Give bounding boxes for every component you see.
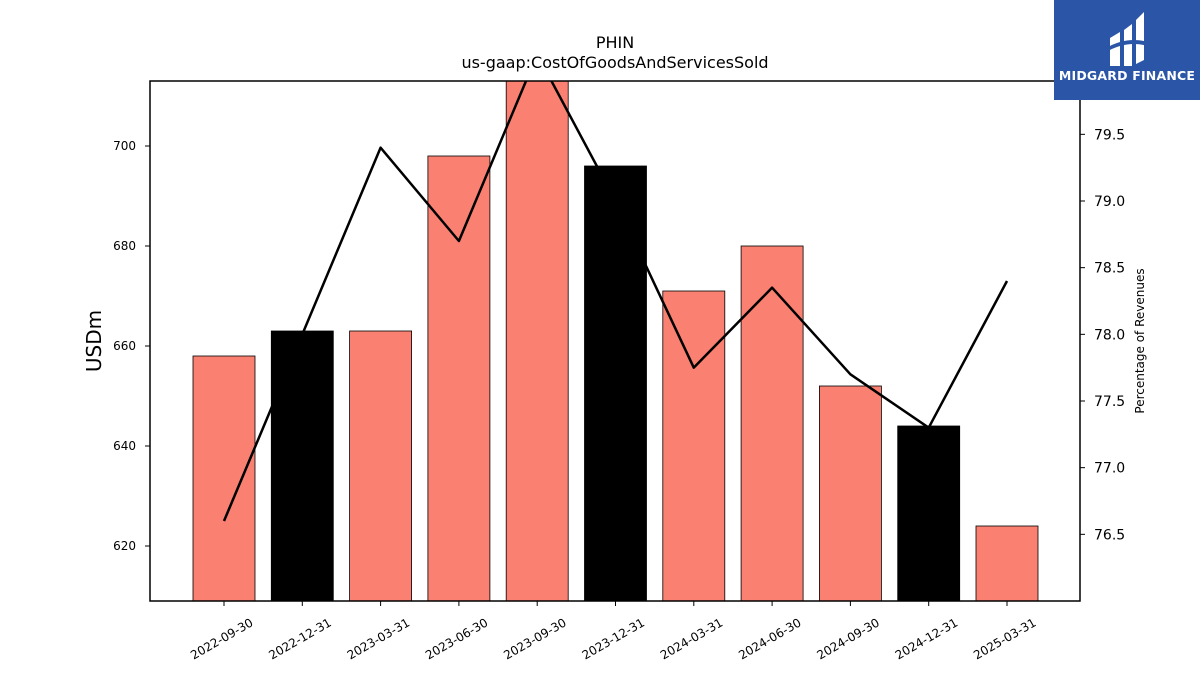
- y2-tick-label: 79.0: [1094, 194, 1125, 210]
- x-tick-label: 2023-03-31: [345, 615, 412, 662]
- x-tick-label: 2025-03-31: [971, 615, 1038, 662]
- y2-tick-label: 79.5: [1094, 127, 1125, 143]
- y-axis-label: USDm: [82, 310, 106, 372]
- revenue-percentage-line: [222, 81, 1009, 522]
- midgard-finance-logo: MIDGARD FINANCE: [1054, 0, 1200, 100]
- y2-tick-label: 78.0: [1094, 327, 1125, 343]
- x-tick-label: 2023-12-31: [580, 615, 647, 662]
- x-tick-label: 2023-09-30: [501, 615, 568, 662]
- chart-title: PHIN: [596, 33, 634, 52]
- x-tick-label: 2024-12-31: [893, 615, 960, 662]
- bar-2024-06-30: [740, 245, 804, 601]
- bar-2025-03-31: [975, 525, 1039, 601]
- y-tick-label: 620: [113, 539, 136, 553]
- bar-2022-09-30: [192, 355, 256, 601]
- y2-tick-label: 77.0: [1094, 461, 1125, 477]
- bar-2023-12-31: [584, 165, 647, 601]
- y-tick-label: 700: [113, 139, 136, 153]
- logo-text: MIDGARD FINANCE: [1058, 68, 1196, 83]
- chart-subtitle: us-gaap:CostOfGoodsAndServicesSold: [461, 53, 768, 72]
- bar-2024-03-31: [662, 290, 726, 601]
- y2-tick-label: 77.5: [1094, 394, 1125, 410]
- bar-2022-12-31: [270, 330, 334, 601]
- x-tick-label: 2023-06-30: [423, 615, 490, 662]
- y-tick-label: 660: [113, 339, 136, 353]
- x-tick-label: 2024-03-31: [658, 615, 725, 662]
- x-tick-label: 2024-06-30: [736, 615, 803, 662]
- bar-2024-12-31: [897, 425, 961, 601]
- y2-tick-label: 76.5: [1094, 527, 1125, 543]
- bar-2024-09-30: [819, 385, 882, 601]
- y-tick-label: 680: [113, 239, 136, 253]
- x-tick-label: 2022-09-30: [188, 615, 255, 662]
- bar-2023-03-31: [349, 330, 413, 601]
- y2-axis-label: Percentage of Revenues: [1133, 268, 1147, 413]
- y2-tick-label: 78.5: [1094, 261, 1125, 277]
- logo-mark-icon: [1106, 12, 1148, 66]
- x-tick-label: 2022-12-31: [266, 615, 333, 662]
- bar-2023-06-30: [427, 155, 491, 601]
- bar-2023-09-30: [505, 81, 569, 601]
- x-tick-label: 2024-09-30: [814, 615, 881, 662]
- y-tick-label: 640: [113, 439, 136, 453]
